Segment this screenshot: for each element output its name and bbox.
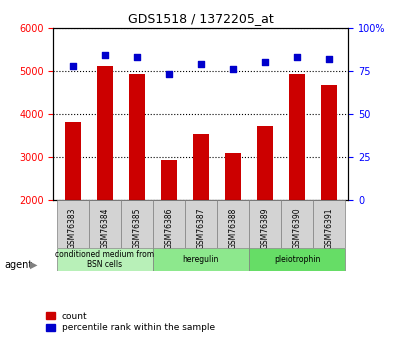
Bar — [192, 134, 209, 200]
FancyBboxPatch shape — [153, 200, 184, 248]
Bar — [288, 74, 304, 200]
Bar — [97, 66, 112, 200]
Point — [197, 61, 204, 67]
Bar — [64, 122, 81, 200]
Text: pleiotrophin: pleiotrophin — [273, 255, 319, 264]
FancyBboxPatch shape — [56, 200, 88, 248]
Title: GDS1518 / 1372205_at: GDS1518 / 1372205_at — [128, 12, 273, 25]
Text: GSM76384: GSM76384 — [100, 207, 109, 249]
Text: GSM76388: GSM76388 — [228, 207, 237, 249]
Text: heregulin: heregulin — [182, 255, 218, 264]
Text: ▶: ▶ — [29, 260, 37, 270]
Point — [325, 56, 332, 61]
Text: conditioned medium from
BSN cells: conditioned medium from BSN cells — [55, 250, 154, 269]
Text: GSM76391: GSM76391 — [324, 207, 333, 249]
FancyBboxPatch shape — [56, 248, 153, 271]
FancyBboxPatch shape — [216, 200, 248, 248]
Text: GSM76389: GSM76389 — [260, 207, 269, 249]
Bar — [160, 160, 176, 200]
Legend: count, percentile rank within the sample: count, percentile rank within the sample — [45, 312, 214, 332]
Point — [229, 66, 236, 72]
FancyBboxPatch shape — [184, 200, 216, 248]
Text: GSM76390: GSM76390 — [292, 207, 301, 249]
Text: GSM76386: GSM76386 — [164, 207, 173, 249]
Point — [101, 52, 108, 58]
Text: agent: agent — [4, 260, 32, 270]
Bar — [225, 152, 240, 200]
Text: GSM76383: GSM76383 — [68, 207, 77, 249]
Point — [165, 71, 172, 77]
Text: GSM76385: GSM76385 — [132, 207, 141, 249]
Bar — [256, 126, 272, 200]
Bar — [320, 85, 337, 200]
FancyBboxPatch shape — [88, 200, 120, 248]
FancyBboxPatch shape — [120, 200, 153, 248]
FancyBboxPatch shape — [248, 200, 281, 248]
FancyBboxPatch shape — [248, 248, 344, 271]
Point — [69, 63, 76, 68]
Text: GSM76387: GSM76387 — [196, 207, 205, 249]
FancyBboxPatch shape — [153, 248, 248, 271]
FancyBboxPatch shape — [312, 200, 344, 248]
Point — [293, 54, 300, 60]
Bar — [128, 74, 144, 200]
Point — [133, 54, 139, 60]
FancyBboxPatch shape — [281, 200, 312, 248]
Point — [261, 59, 268, 65]
